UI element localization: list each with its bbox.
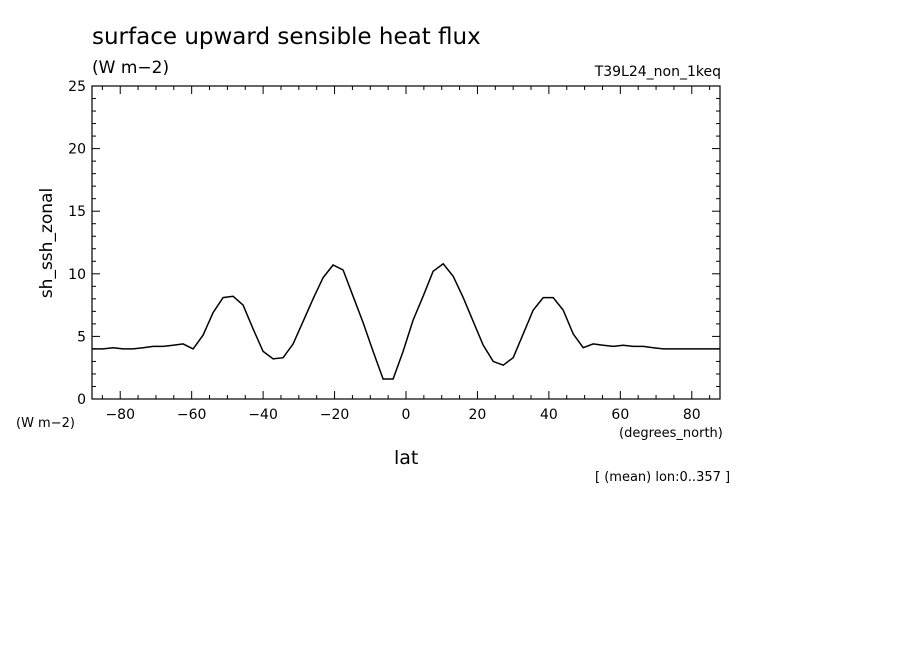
y-tick-label: 15: [68, 204, 86, 220]
subset-note: [ (mean) lon:0..357 ]: [595, 470, 731, 485]
x-tick-label: −80: [105, 407, 135, 423]
tick-labels: −80 −60 −40 −20 0 20 40 60 80 0 5 10 15 20 25: [68, 79, 701, 423]
y-tick-label: 10: [68, 267, 86, 283]
x-tick-label: 60: [611, 407, 629, 423]
axis-ticks: [92, 85, 720, 400]
y-tick-label: 20: [68, 142, 86, 158]
run-id-label: T39L24_non_1keq: [594, 64, 721, 80]
plot-frame: [91, 85, 721, 400]
chart-units: (W m−2): [92, 58, 170, 78]
x-tick-label: 40: [540, 407, 558, 423]
series-line: [92, 262, 720, 380]
y-tick-label: 5: [77, 329, 86, 345]
y-tick-label: 25: [68, 79, 86, 95]
x-tick-label: −20: [320, 407, 350, 423]
x-tick-label: −60: [177, 407, 207, 423]
x-tick-label: 80: [683, 407, 701, 423]
x-tick-label: 0: [402, 407, 411, 423]
x-unit-label: (degrees_north): [619, 426, 723, 441]
x-axis-label: lat: [394, 447, 419, 469]
y-unit-label: (W m−2): [16, 416, 75, 431]
x-tick-label: −40: [248, 407, 278, 423]
chart-title: surface upward sensible heat flux: [92, 24, 481, 50]
y-tick-label: 0: [77, 392, 86, 408]
x-tick-label: 20: [469, 407, 487, 423]
